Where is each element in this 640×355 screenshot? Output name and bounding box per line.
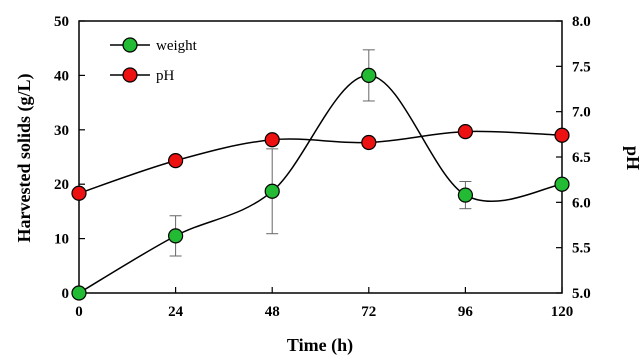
error-bars xyxy=(169,49,472,257)
series-line-ph xyxy=(78,130,563,194)
legend-marker-ph xyxy=(122,67,138,83)
y-axis-title: Harvested solids (g/L) xyxy=(14,73,35,242)
series-curves xyxy=(78,74,563,294)
data-point-weight xyxy=(264,183,280,199)
x-tick-label: 120 xyxy=(551,304,574,320)
y-tick-label: 40 xyxy=(54,68,69,84)
y-tick-label: 10 xyxy=(54,232,69,248)
data-point-ph xyxy=(361,134,377,151)
data-point-weight xyxy=(361,67,377,84)
x-tick-label: 24 xyxy=(168,304,184,320)
y2-tick-label: 5.0 xyxy=(572,286,591,302)
x-tick-label: 96 xyxy=(458,304,474,320)
data-point-ph xyxy=(264,132,280,148)
series-line-weight xyxy=(78,74,563,294)
y-axis-ticks: 0 10 20 30 40 50 xyxy=(54,14,85,302)
data-point-ph xyxy=(168,153,184,169)
legend-item-weight: weight xyxy=(110,37,198,54)
legend-label-weight: weight xyxy=(156,38,198,54)
data-point-weight xyxy=(554,176,570,192)
x-axis-title: Time (h) xyxy=(287,335,353,355)
y2-axis-title: pH xyxy=(623,146,640,170)
y2-tick-label: 6.5 xyxy=(572,150,591,166)
y-tick-label: 50 xyxy=(54,14,69,30)
legend-item-ph: pH xyxy=(110,67,175,84)
y2-tick-label: 7.0 xyxy=(572,105,591,121)
data-point-weight xyxy=(168,228,184,244)
x-tick-label: 48 xyxy=(265,304,280,320)
y-tick-label: 0 xyxy=(62,286,70,302)
data-point-ph xyxy=(71,185,87,201)
legend-marker-weight xyxy=(122,37,138,53)
x-tick-label: 0 xyxy=(75,304,83,320)
y2-axis-ticks: 5.0 5.5 6.0 6.5 7.0 7.5 8.0 xyxy=(556,14,591,302)
data-point-ph xyxy=(554,127,570,143)
y2-tick-label: 7.5 xyxy=(572,59,591,75)
y2-tick-label: 6.0 xyxy=(572,195,591,211)
chart-axes xyxy=(78,20,563,294)
x-axis-ticks: 0 24 48 72 96 120 xyxy=(75,287,573,320)
plot-frame xyxy=(78,20,563,294)
legend: weight pH xyxy=(110,37,198,84)
y-tick-label: 30 xyxy=(54,123,69,139)
y-tick-label: 20 xyxy=(54,177,69,193)
y2-tick-label: 5.5 xyxy=(572,241,591,257)
data-point-weight xyxy=(457,187,473,203)
data-point-weight xyxy=(71,285,87,301)
series-points xyxy=(71,67,570,301)
x-tick-label: 72 xyxy=(361,304,376,320)
legend-label-ph: pH xyxy=(156,68,175,84)
data-point-ph xyxy=(457,124,473,140)
y2-tick-label: 8.0 xyxy=(572,14,591,30)
